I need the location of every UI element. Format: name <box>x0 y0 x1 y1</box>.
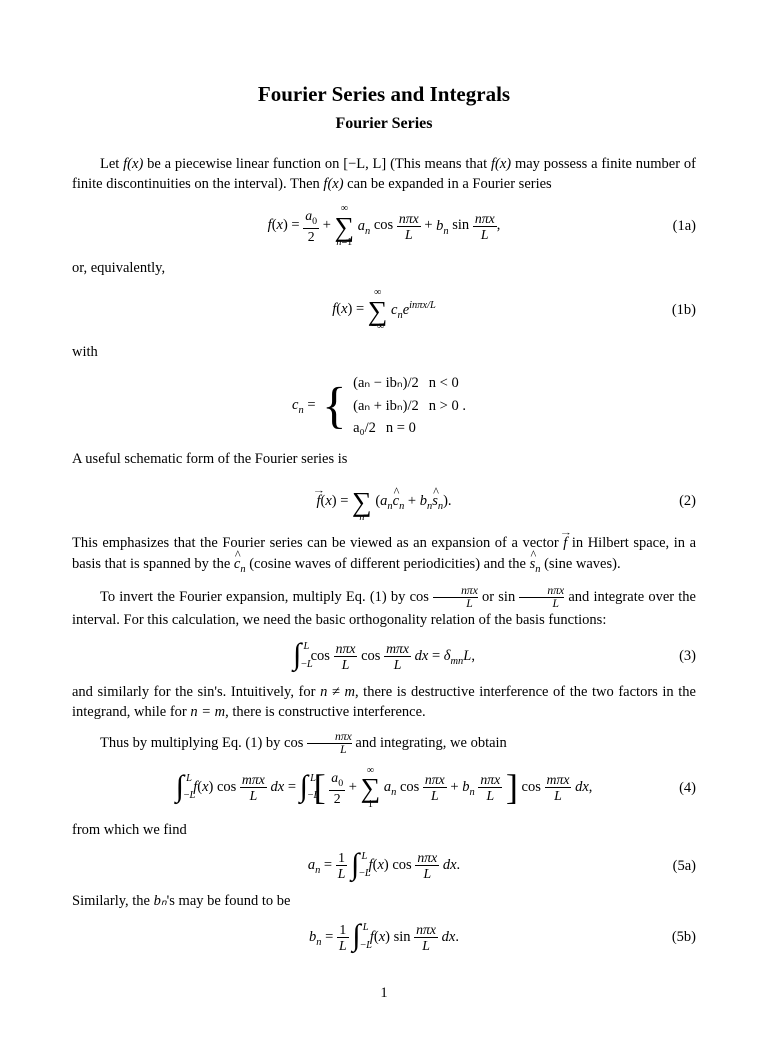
equation-3: ∫L−L cos nπxL cos mπxL dx = δmnL, (3) <box>72 641 696 672</box>
page-subtitle: Fourier Series <box>72 113 696 135</box>
paragraph-3: This emphasizes that the Fourier series … <box>72 533 696 577</box>
page-title: Fourier Series and Integrals <box>72 80 696 109</box>
equation-4: ∫L−L f(x) cos mπxL dx = ∫L−L [ a02 + ∞∑1… <box>72 766 696 810</box>
paragraph-2: A useful schematic form of the Fourier s… <box>72 449 696 469</box>
equation-5b: bn = 1L ∫L−L f(x) sin nπxL dx. (5b) <box>72 922 696 953</box>
equation-1b: f(x) = ∞∑−∞ cneinπx/L (1b) <box>72 288 696 332</box>
paragraph-4: To invert the Fourier expansion, multipl… <box>72 585 696 631</box>
equation-1a: f(x) = a02 + ∞∑n=1 an cos nπxL + bn sin … <box>72 204 696 248</box>
equation-cn: cn = { (aₙ − ibₙ)/2n < 0 (aₙ + ibₙ)/2n >… <box>72 372 696 439</box>
paragraph-8: Similarly, the bₙ's may be found to be <box>72 891 696 911</box>
equation-5a: an = 1L ∫L−L f(x) cos nπxL dx. (5a) <box>72 850 696 881</box>
paragraph-1: Let f(x) be a piecewise linear function … <box>72 154 696 195</box>
paragraph-6: Thus by multiplying Eq. (1) by cos nπxL … <box>72 731 696 756</box>
page-number: 1 <box>72 983 696 1003</box>
paragraph-5: and similarly for the sin's. Intuitively… <box>72 682 696 723</box>
paragraph-7: from which we find <box>72 820 696 840</box>
text-with: with <box>72 342 696 362</box>
text-or-equiv: or, equivalently, <box>72 258 696 278</box>
equation-2: f(x) = ∑n (ancn + bnsn). (2) <box>72 480 696 524</box>
